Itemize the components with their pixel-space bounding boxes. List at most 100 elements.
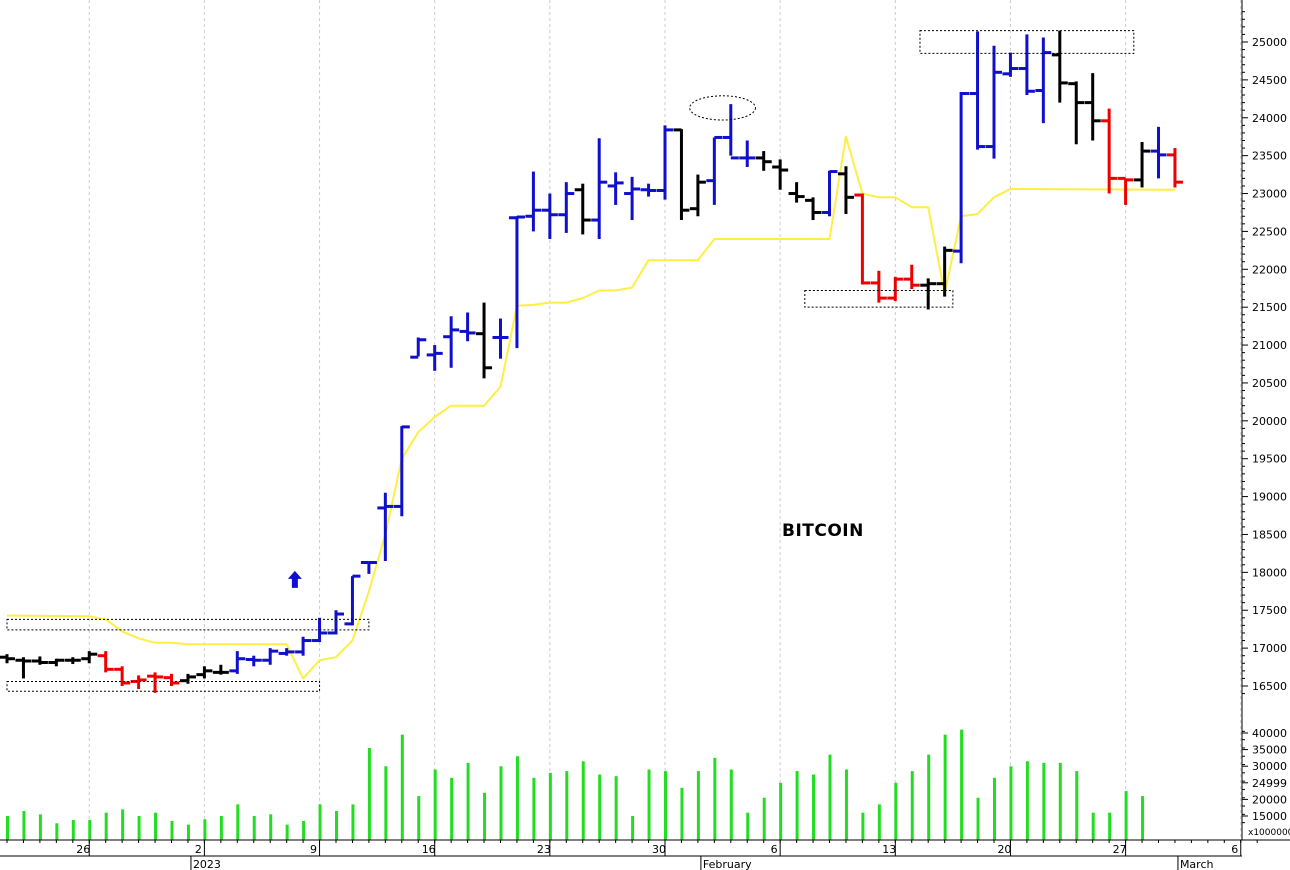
price-bar — [1117, 176, 1134, 205]
price-bar — [377, 492, 394, 561]
signal-line — [6, 135, 1176, 680]
price-bar — [492, 318, 509, 359]
price-bar — [722, 104, 739, 160]
price-bar — [459, 312, 476, 342]
price-bar — [525, 171, 542, 232]
price-bar — [558, 182, 575, 233]
price-bar — [410, 337, 427, 359]
x-day-label: 6 — [1231, 843, 1238, 856]
price-bar — [1150, 126, 1167, 179]
volume-tick-label: 15000 — [1252, 810, 1287, 823]
price-bar — [788, 182, 805, 203]
price-bar — [689, 174, 706, 217]
annotation-box — [6, 618, 370, 631]
price-bar — [48, 658, 65, 667]
price-bar — [508, 215, 525, 349]
price-bar — [81, 651, 98, 664]
price-tick-label: 18500 — [1252, 528, 1287, 541]
price-tick-label: 23500 — [1252, 150, 1287, 163]
annotation-box — [804, 290, 954, 308]
price-bar — [657, 125, 673, 200]
price-tick-label: 23000 — [1252, 188, 1287, 201]
volume-bars — [6, 729, 1145, 840]
price-bar — [640, 183, 657, 197]
price-bar — [591, 138, 608, 239]
volume-tick-label: 40000 — [1252, 727, 1287, 740]
volume-tick-label: 24999 — [1252, 777, 1287, 790]
annotation-box — [6, 680, 321, 692]
price-bar — [476, 302, 493, 379]
price-bar — [673, 128, 690, 221]
x-day-label: 16 — [422, 843, 436, 856]
price-bar — [772, 159, 789, 190]
annotation-ellipse — [689, 95, 756, 121]
price-bar — [755, 151, 772, 171]
price-bar — [360, 561, 377, 574]
price-bar — [969, 31, 986, 150]
x-day-label: 20 — [997, 843, 1011, 856]
price-bar — [805, 197, 822, 221]
price-bar — [15, 657, 32, 679]
price-bar — [920, 278, 937, 310]
price-bar — [739, 140, 756, 168]
price-bar — [443, 316, 460, 368]
volume-unit-label: x1000000 — [1248, 828, 1290, 838]
price-bar — [229, 651, 246, 674]
price-bar — [31, 656, 48, 665]
price-bar — [64, 657, 81, 665]
price-bar — [163, 673, 180, 686]
price-bar — [344, 574, 361, 626]
x-day-label: 27 — [1113, 843, 1127, 856]
x-day-label: 13 — [882, 843, 896, 856]
price-bar — [278, 648, 295, 656]
price-bar — [147, 672, 164, 693]
price-bar — [854, 193, 871, 285]
price-bar — [1051, 30, 1068, 103]
price-bar — [426, 345, 443, 371]
price-bar — [328, 610, 344, 635]
price-bar — [821, 170, 838, 217]
price-bar — [953, 92, 970, 264]
price-bar — [1035, 37, 1052, 124]
price-bar — [1134, 142, 1151, 188]
up-arrow-icon — [287, 570, 302, 588]
price-bar — [295, 636, 312, 656]
price-bar — [97, 651, 114, 673]
price-bar — [212, 664, 229, 675]
price-tick-label: 24500 — [1252, 74, 1287, 87]
volume-tick-label: 35000 — [1252, 744, 1287, 757]
price-bar — [541, 193, 558, 239]
price-tick-label: 22000 — [1252, 263, 1287, 276]
x-day-label: 26 — [76, 843, 90, 856]
price-tick-label: 19500 — [1252, 453, 1287, 466]
price-bar — [1018, 34, 1035, 96]
x-period-label: February — [703, 858, 752, 870]
signal-line-layer — [6, 135, 1176, 680]
price-bar — [196, 666, 213, 679]
price-bar — [706, 135, 723, 205]
price-bar — [887, 276, 904, 302]
price-tick-label: 25000 — [1252, 36, 1287, 49]
price-bars — [0, 30, 1183, 693]
annotations — [6, 30, 1135, 692]
x-day-label: 30 — [652, 843, 666, 856]
price-tick-label: 19000 — [1252, 491, 1287, 504]
price-bar — [607, 172, 624, 205]
price-bar — [1002, 52, 1019, 77]
price-tick-label: 22500 — [1252, 225, 1287, 238]
price-tick-label: 16500 — [1252, 680, 1287, 693]
price-bar — [1068, 81, 1085, 145]
price-bar — [245, 655, 262, 667]
volume-tick-label: 20000 — [1252, 793, 1287, 806]
price-bar — [262, 648, 279, 665]
price-bar — [393, 425, 410, 517]
chart-title: BITCOIN — [782, 521, 864, 541]
price-bar — [574, 183, 591, 235]
price-bar — [114, 666, 131, 686]
grid-lines — [88, 0, 1242, 840]
price-bar — [1101, 108, 1118, 194]
price-bar — [903, 264, 920, 289]
price-tick-label: 20500 — [1252, 377, 1287, 390]
